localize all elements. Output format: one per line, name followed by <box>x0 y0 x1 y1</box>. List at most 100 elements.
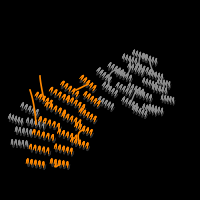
Ellipse shape <box>83 106 85 110</box>
Ellipse shape <box>170 96 171 98</box>
Ellipse shape <box>97 70 99 73</box>
Ellipse shape <box>83 75 84 76</box>
Ellipse shape <box>83 133 84 134</box>
Ellipse shape <box>157 86 158 90</box>
Ellipse shape <box>123 75 125 79</box>
Ellipse shape <box>117 68 119 72</box>
Ellipse shape <box>110 87 112 90</box>
Ellipse shape <box>129 62 130 64</box>
Ellipse shape <box>114 70 116 73</box>
Ellipse shape <box>59 97 60 100</box>
Ellipse shape <box>123 102 124 105</box>
Ellipse shape <box>127 88 128 89</box>
Ellipse shape <box>135 89 137 93</box>
Ellipse shape <box>17 119 18 122</box>
Ellipse shape <box>40 127 41 129</box>
Ellipse shape <box>141 65 142 67</box>
Ellipse shape <box>98 102 100 106</box>
Ellipse shape <box>142 89 143 91</box>
Ellipse shape <box>98 101 100 104</box>
Ellipse shape <box>111 104 113 106</box>
Ellipse shape <box>62 131 63 134</box>
Ellipse shape <box>83 110 85 113</box>
Ellipse shape <box>30 106 31 108</box>
Ellipse shape <box>123 76 124 79</box>
Ellipse shape <box>146 61 147 63</box>
Ellipse shape <box>78 140 80 143</box>
Ellipse shape <box>124 72 125 75</box>
Ellipse shape <box>49 88 51 91</box>
Ellipse shape <box>166 98 167 102</box>
Ellipse shape <box>55 110 56 113</box>
Ellipse shape <box>40 95 42 97</box>
Ellipse shape <box>165 88 166 92</box>
Ellipse shape <box>147 60 148 63</box>
Ellipse shape <box>53 90 55 94</box>
Ellipse shape <box>138 109 140 112</box>
Ellipse shape <box>133 102 135 105</box>
Ellipse shape <box>67 97 70 101</box>
Ellipse shape <box>129 62 130 64</box>
Ellipse shape <box>124 97 125 100</box>
Ellipse shape <box>138 66 140 70</box>
Ellipse shape <box>118 83 119 85</box>
Ellipse shape <box>145 56 147 59</box>
Ellipse shape <box>48 105 50 109</box>
Ellipse shape <box>59 108 60 111</box>
Ellipse shape <box>159 73 160 76</box>
Ellipse shape <box>139 52 140 56</box>
Ellipse shape <box>159 74 160 78</box>
Ellipse shape <box>53 135 54 138</box>
Ellipse shape <box>47 133 48 136</box>
Ellipse shape <box>111 110 112 112</box>
Ellipse shape <box>65 164 66 168</box>
Ellipse shape <box>67 119 68 122</box>
Ellipse shape <box>165 97 166 101</box>
Ellipse shape <box>148 82 149 85</box>
Ellipse shape <box>135 64 137 68</box>
Ellipse shape <box>100 73 102 76</box>
Ellipse shape <box>20 132 21 135</box>
Ellipse shape <box>80 102 81 104</box>
Ellipse shape <box>48 121 49 124</box>
Ellipse shape <box>67 101 69 104</box>
Ellipse shape <box>148 107 150 110</box>
Ellipse shape <box>26 105 28 108</box>
Ellipse shape <box>151 73 152 77</box>
Ellipse shape <box>136 107 138 109</box>
Ellipse shape <box>16 116 17 118</box>
Ellipse shape <box>27 132 28 136</box>
Ellipse shape <box>172 98 173 101</box>
Ellipse shape <box>129 95 130 97</box>
Ellipse shape <box>90 88 92 90</box>
Ellipse shape <box>141 95 142 99</box>
Ellipse shape <box>156 107 157 111</box>
Ellipse shape <box>45 119 46 122</box>
Ellipse shape <box>141 68 143 71</box>
Ellipse shape <box>87 119 88 120</box>
Ellipse shape <box>114 91 116 94</box>
Ellipse shape <box>97 107 98 108</box>
Ellipse shape <box>162 74 163 77</box>
Ellipse shape <box>94 100 97 103</box>
Ellipse shape <box>68 100 70 103</box>
Ellipse shape <box>33 130 34 133</box>
Ellipse shape <box>133 52 135 55</box>
Ellipse shape <box>136 67 137 70</box>
Ellipse shape <box>139 56 140 60</box>
Ellipse shape <box>150 70 151 73</box>
Ellipse shape <box>144 83 145 86</box>
Ellipse shape <box>148 58 149 61</box>
Ellipse shape <box>32 149 33 152</box>
Ellipse shape <box>162 101 163 103</box>
Ellipse shape <box>44 126 45 130</box>
Ellipse shape <box>130 89 131 92</box>
Ellipse shape <box>77 96 79 99</box>
Ellipse shape <box>76 127 77 130</box>
Ellipse shape <box>70 86 72 89</box>
Ellipse shape <box>105 72 106 74</box>
Ellipse shape <box>136 63 137 67</box>
Ellipse shape <box>121 84 122 86</box>
Ellipse shape <box>108 63 110 66</box>
Ellipse shape <box>143 56 145 60</box>
